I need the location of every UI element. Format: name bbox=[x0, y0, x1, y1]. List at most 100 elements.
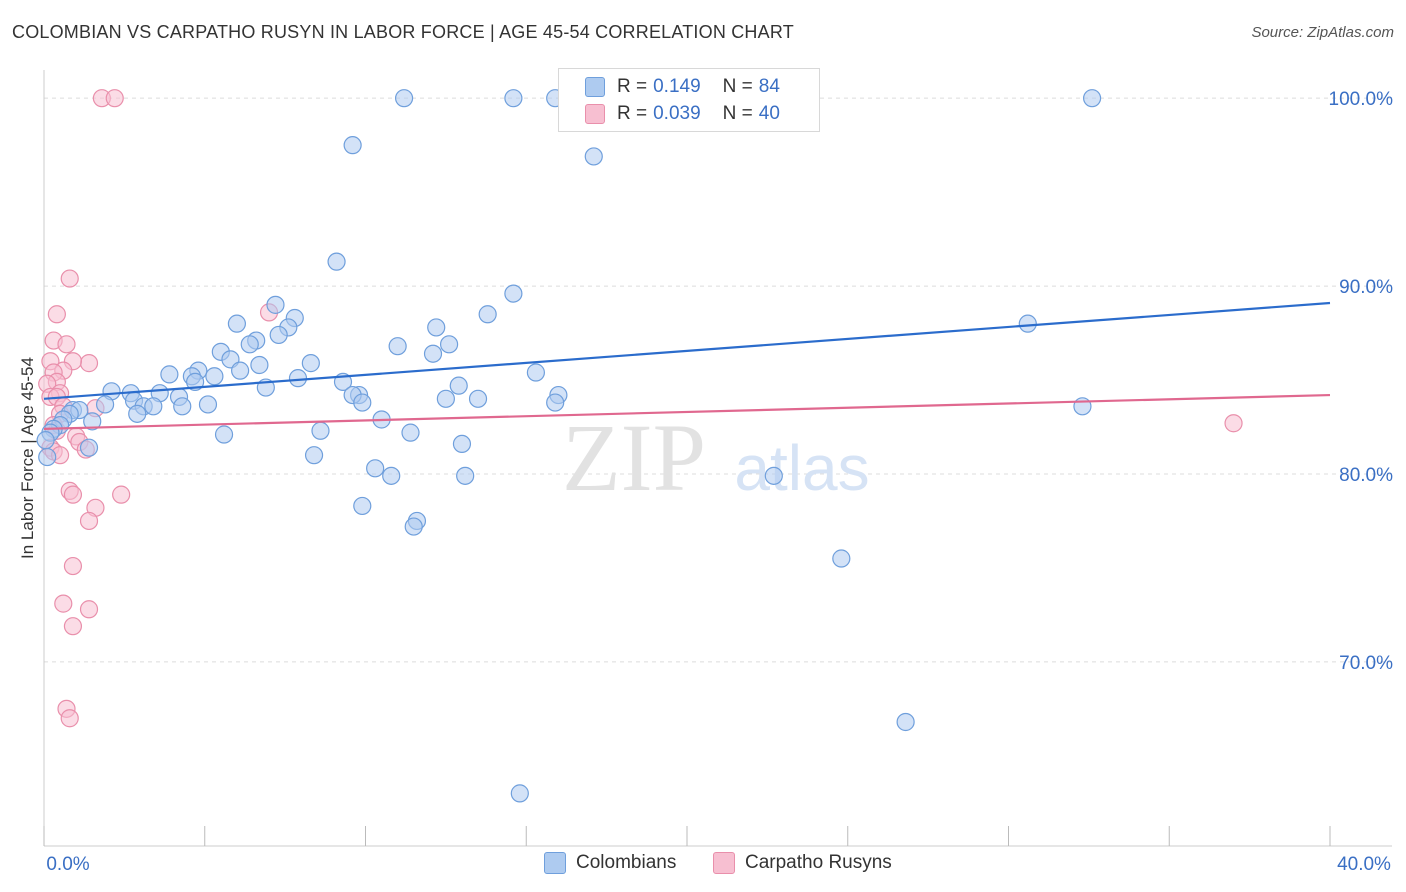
colombian-point bbox=[353, 496, 372, 516]
colombian-point bbox=[1018, 314, 1037, 333]
colombian-point bbox=[173, 397, 192, 416]
rusyn-point bbox=[60, 269, 79, 288]
rusyn-point bbox=[60, 709, 79, 728]
rusyn-point bbox=[63, 556, 83, 576]
n-label: N = bbox=[722, 76, 753, 97]
colombian-point bbox=[832, 549, 851, 568]
rusyn-point bbox=[79, 600, 99, 619]
r-value: 0.039 bbox=[653, 103, 701, 124]
colombian-point bbox=[382, 466, 401, 485]
colombian-point bbox=[269, 325, 288, 345]
colombian-point bbox=[401, 423, 420, 442]
colombian-point bbox=[160, 365, 179, 384]
colombian-point bbox=[456, 466, 475, 485]
colombian-point bbox=[436, 389, 455, 408]
r-value: 0.149 bbox=[653, 76, 701, 97]
n-value: 40 bbox=[758, 103, 780, 124]
rusyn-point bbox=[63, 485, 83, 504]
colombian-point bbox=[394, 89, 414, 108]
colombian-point bbox=[353, 393, 372, 412]
colombian-point bbox=[896, 712, 915, 732]
colombian-point bbox=[311, 421, 330, 440]
colombian-point bbox=[250, 355, 269, 375]
colombian-point bbox=[468, 389, 488, 408]
legend-label-colombians: Colombians bbox=[576, 852, 677, 873]
rusyn-point bbox=[63, 617, 83, 636]
colombian-point bbox=[764, 466, 783, 485]
colombian-point bbox=[510, 784, 529, 803]
rusyn-point bbox=[79, 354, 99, 373]
colombian-point bbox=[366, 459, 385, 478]
colombian-point bbox=[478, 305, 497, 324]
rusyn-point bbox=[57, 335, 76, 354]
legend-item-rusyns: Carpatho Rusyns bbox=[713, 852, 892, 874]
legend-label-rusyns: Carpatho Rusyns bbox=[745, 852, 892, 873]
colombian-point bbox=[526, 363, 545, 382]
watermark-atlas: atlas bbox=[734, 432, 869, 504]
colombian-point bbox=[423, 344, 443, 363]
blue-swatch bbox=[544, 852, 566, 874]
n-value: 84 bbox=[758, 76, 780, 97]
colombian-trend-line bbox=[43, 301, 1331, 400]
r-label: R = bbox=[617, 76, 648, 97]
chart-title: COLOMBIAN VS CARPATHO RUSYN IN LABOR FOR… bbox=[12, 22, 794, 42]
colombian-point bbox=[205, 367, 224, 386]
source-label: Source: ZipAtlas.com bbox=[1251, 24, 1394, 41]
colombian-point bbox=[304, 446, 324, 465]
x-tick-label: 0.0% bbox=[46, 854, 89, 875]
tick-labels: 100.0% 90.0% 80.0% 70.0% 0.0% 40.0% bbox=[46, 89, 1393, 875]
legend-item-colombians: Colombians bbox=[544, 852, 676, 874]
y-tick-label: 100.0% bbox=[1329, 89, 1394, 110]
colombian-point bbox=[452, 434, 472, 454]
y-tick-label: 80.0% bbox=[1339, 465, 1393, 486]
colombian-point bbox=[240, 335, 259, 354]
colombian-point bbox=[288, 369, 308, 388]
y-tick-label: 90.0% bbox=[1339, 277, 1393, 298]
rusyn-point bbox=[54, 594, 73, 613]
correlation-legend: R = 0.149 N = 84 R = 0.039 N = 40 bbox=[558, 68, 820, 132]
colombian-point bbox=[546, 393, 565, 412]
colombian-point bbox=[343, 136, 362, 155]
legend-row-colombians: R = 0.149 N = 84 bbox=[585, 74, 780, 100]
watermark-zip: ZIP bbox=[562, 404, 706, 511]
colombian-point bbox=[504, 284, 523, 303]
trend-lines bbox=[43, 301, 1331, 430]
colombian-point bbox=[504, 89, 523, 108]
rusyn-point bbox=[112, 485, 131, 504]
rusyn-point bbox=[47, 305, 66, 324]
colombian-point bbox=[584, 147, 603, 166]
pink-swatch bbox=[585, 104, 605, 124]
colombian-point bbox=[144, 397, 163, 416]
colombian-point bbox=[327, 252, 346, 271]
colombian-point bbox=[231, 361, 250, 380]
x-tick-label: 40.0% bbox=[1337, 854, 1391, 875]
colombian-point bbox=[227, 314, 246, 333]
rusyn-point bbox=[79, 511, 99, 531]
colombian-point bbox=[388, 337, 407, 356]
rusyn-trend-line bbox=[43, 393, 1331, 430]
colombian-point bbox=[198, 395, 218, 414]
axes bbox=[43, 70, 1392, 847]
colombian-point bbox=[427, 318, 446, 337]
colombian-point bbox=[79, 438, 99, 457]
blue-swatch bbox=[585, 77, 605, 97]
r-label: R = bbox=[617, 103, 648, 124]
colombian-point bbox=[95, 395, 115, 414]
colombian-point bbox=[83, 412, 102, 431]
y-tick-label: 70.0% bbox=[1339, 653, 1393, 674]
colombian-point bbox=[449, 376, 468, 395]
colombian-point bbox=[128, 404, 147, 423]
legend-row-rusyns: R = 0.039 N = 40 bbox=[585, 101, 780, 127]
gridlines bbox=[44, 97, 1392, 663]
y-axis-label: In Labor Force | Age 45-54 bbox=[18, 357, 37, 559]
rusyn-point bbox=[105, 89, 124, 108]
pink-swatch bbox=[713, 852, 735, 874]
colombian-point bbox=[439, 335, 459, 354]
colombian-point bbox=[301, 354, 320, 373]
n-label: N = bbox=[722, 103, 753, 124]
colombian-point bbox=[266, 295, 285, 314]
colombian-point bbox=[1082, 89, 1102, 108]
colombian-point bbox=[38, 447, 57, 467]
rusyn-point bbox=[1224, 414, 1243, 433]
